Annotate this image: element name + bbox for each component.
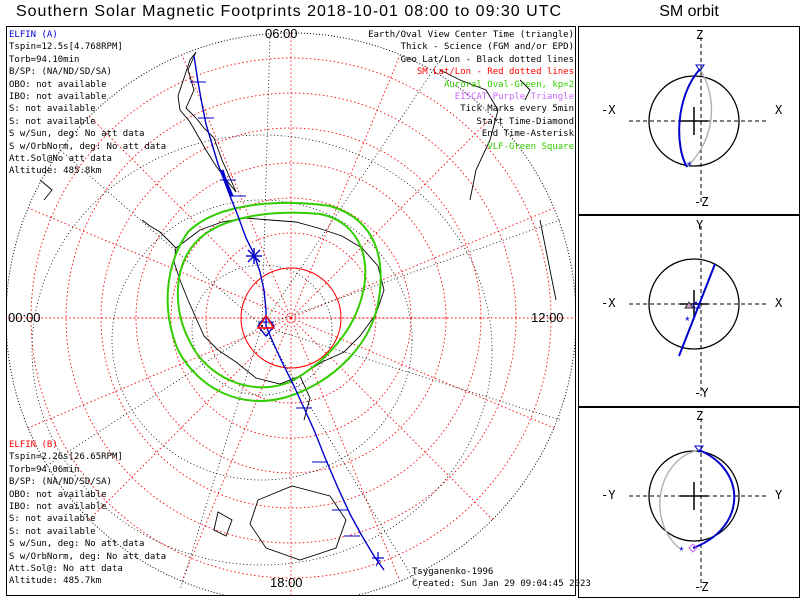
spacecraft-b-line: Tspin=2.26s[26.65RPM] xyxy=(9,452,123,463)
legend: Earth/Oval View Center Time (triangle) T… xyxy=(368,29,574,153)
spacecraft-b-line: Altitude: 485.7km xyxy=(9,576,102,587)
svg-text:*: * xyxy=(687,159,692,173)
mlt-left-label: 00:00 xyxy=(8,310,41,325)
orbit-plot-xy[interactable]: * xyxy=(579,216,799,406)
panel1-right-axis: X xyxy=(775,103,783,117)
orbit-panel-yz: * xyxy=(578,407,800,598)
spacecraft-b-line: Att.Sol@: No att data xyxy=(9,564,123,575)
orbit-track xyxy=(193,55,385,571)
geo-grid xyxy=(31,34,561,591)
orbit-science-segment xyxy=(220,169,234,197)
orbit-panel-xz: * xyxy=(578,26,800,215)
spacecraft-a-name: ELFIN (A) xyxy=(9,30,58,40)
panel1-left-axis: -X xyxy=(601,103,616,117)
mlt-top-label: 06:00 xyxy=(265,26,298,41)
auroral-oval-inner xyxy=(176,211,367,389)
spacecraft-b-line: S: not available xyxy=(9,514,96,525)
panel1-bottom-axis: -Z xyxy=(694,195,709,209)
mlt-right-label: 12:00 xyxy=(531,310,564,325)
legend-item: EISCAT-Purple Triangle xyxy=(454,92,574,103)
spacecraft-a-line: Altitude: 485.8km xyxy=(9,166,102,177)
legend-item: VLF-Green Square xyxy=(487,141,574,152)
legend-item: SM Lat/Lon - Red dotted lines xyxy=(416,67,574,78)
spacecraft-a-line: S: not available xyxy=(9,116,96,127)
view-center-triangle xyxy=(256,314,276,329)
spacecraft-a-line: S: not available xyxy=(9,104,96,115)
legend-item: Thick - Science (FGM and/or EPD) xyxy=(400,42,574,53)
spacecraft-b-line: OBO: not available xyxy=(9,489,107,500)
spacecraft-a-line: OBO: not available xyxy=(9,79,107,90)
coastlines xyxy=(39,51,557,561)
end-asterisk-b xyxy=(372,552,384,564)
panel2-left-axis: -X xyxy=(601,296,616,310)
orbit-panel-xy: * xyxy=(578,215,800,407)
model-credit: Tsyganenko-1996 xyxy=(412,567,494,577)
legend-item: Geo Lat/Lon - Black dotted lines xyxy=(400,54,574,65)
panel3-bottom-axis: -Z xyxy=(694,580,709,594)
panel3-left-axis: -Y xyxy=(601,488,616,502)
spacecraft-b-name: ELFIN (B) xyxy=(9,440,58,450)
spacecraft-b-line: Torb=94.06min xyxy=(9,464,80,475)
spacecraft-b-line: S w/Sun, deg: No att data xyxy=(9,539,145,550)
panel2-bottom-axis: -Y xyxy=(694,386,709,400)
spacecraft-b-line: S: not available xyxy=(9,526,96,537)
created-timestamp: Created: Sun Jan 29 09:04:45 2023 xyxy=(412,579,591,590)
legend-item: Tick Marks every 5min xyxy=(460,104,574,115)
spacecraft-a-line: S w/Sun, deg: No att data xyxy=(9,129,145,140)
credits: Tsyganenko-1996 Created: Sun Jan 29 09:0… xyxy=(412,566,591,591)
spacecraft-b-line: IBO: not available xyxy=(9,502,107,513)
spacecraft-a-line: B/SP: (NA/ND/SD/SA) xyxy=(9,67,112,78)
spacecraft-a-line: S w/OrbNorm, deg: No att data xyxy=(9,141,167,152)
orbit-ticks xyxy=(190,81,360,537)
spacecraft-b-block: ELFIN (B) Tspin=2.26s[26.65RPM] Torb=94.… xyxy=(9,439,166,588)
mlt-bottom-label: 18:00 xyxy=(270,575,303,590)
spacecraft-a-line: Att.Sol@No att data xyxy=(9,154,112,165)
spacecraft-a-block: ELFIN (A) Tspin=12.5s[4.768RPM] Torb=94.… xyxy=(9,29,166,178)
spacecraft-a-line: IBO: not available xyxy=(9,92,107,103)
end-asterisk xyxy=(246,248,262,264)
start-diamond xyxy=(257,314,275,338)
panel3-top-axis: Z xyxy=(696,409,704,423)
svg-text:*: * xyxy=(679,544,684,558)
panel1-top-axis: Z xyxy=(696,28,704,42)
legend-item: Auroral Oval-Green, kp=2 xyxy=(443,79,574,90)
orbit-plot-yz[interactable]: * xyxy=(579,408,799,597)
page-title: Southern Solar Magnetic Footprints 2018-… xyxy=(15,3,563,20)
auroral-oval-outer xyxy=(166,201,382,402)
orbit-panel-title: SM orbit xyxy=(659,3,719,20)
legend-item: End Time-Asterisk xyxy=(481,129,574,140)
spacecraft-a-line: Tspin=12.5s[4.768RPM] xyxy=(9,42,123,53)
legend-item: Earth/Oval View Center Time (triangle) xyxy=(368,30,574,40)
spacecraft-b-line: S w/OrbNorm, deg: No att data xyxy=(9,551,167,562)
panel2-right-axis: X xyxy=(775,296,783,310)
spacecraft-b-line: B/SP: (NA/ND/SD/SA) xyxy=(9,477,112,488)
svg-text:*: * xyxy=(685,314,690,328)
panel2-top-axis: Y xyxy=(696,218,704,232)
panel3-right-axis: Y xyxy=(775,488,783,502)
legend-item: Start Time-Diamond xyxy=(476,116,574,127)
spacecraft-a-line: Torb=94.10min xyxy=(9,54,80,65)
footprint-map[interactable] xyxy=(6,26,576,596)
orbit-plot-xz[interactable]: * xyxy=(579,27,799,214)
